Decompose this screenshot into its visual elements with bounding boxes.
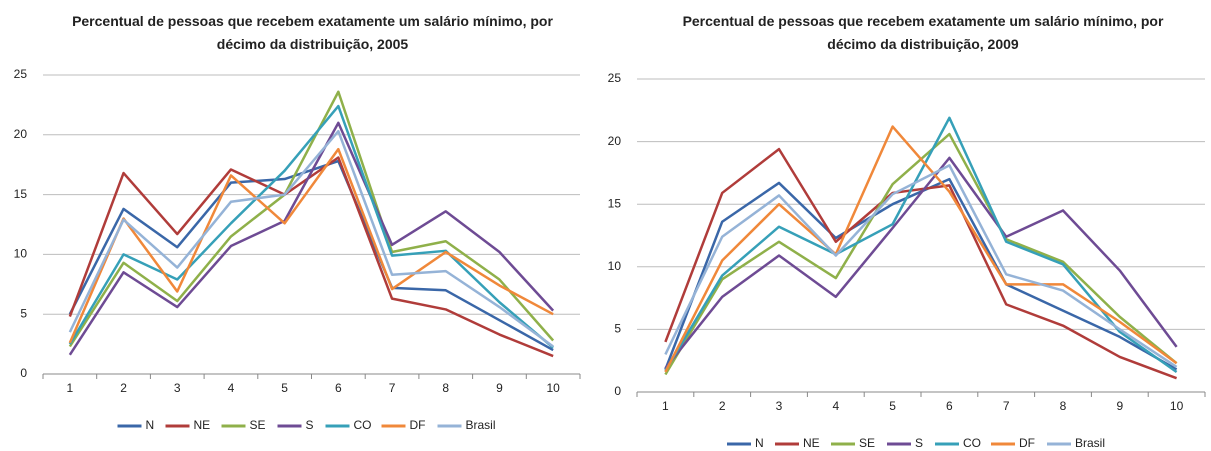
chart-panel: Percentual de pessoas que recebem exatam… — [605, 0, 1211, 451]
legend-label: Brasil — [466, 418, 496, 432]
chart-title: Percentual de pessoas que recebem exatam… — [682, 13, 1164, 52]
series-line — [664, 116, 1178, 373]
x-tick-label: 6 — [946, 399, 953, 413]
series-line — [68, 156, 554, 358]
y-tick-label: 0 — [20, 366, 27, 380]
legend-label: DF — [410, 418, 426, 432]
series-line — [664, 156, 1178, 369]
legend-label: NE — [194, 418, 211, 432]
legend-label: SE — [859, 436, 875, 450]
y-tick-label: 10 — [14, 247, 28, 261]
x-tick-label: 8 — [442, 381, 449, 395]
chart-title: Percentual de pessoas que recebem exatam… — [72, 13, 553, 52]
y-tick-label: 25 — [14, 67, 28, 81]
x-tick-label: 4 — [228, 381, 235, 395]
series-line — [68, 121, 555, 356]
legend-label: Brasil — [1075, 436, 1105, 450]
x-tick-label: 6 — [335, 381, 342, 395]
series-line — [68, 159, 554, 352]
x-tick-label: 5 — [889, 399, 896, 413]
series-line — [68, 90, 555, 348]
y-tick-label: 0 — [614, 384, 621, 398]
y-tick-label: 20 — [14, 127, 28, 141]
x-tick-label: 10 — [1170, 399, 1184, 413]
y-tick-label: 10 — [608, 259, 622, 273]
legend-label: CO — [963, 436, 981, 450]
y-tick-label: 25 — [608, 71, 622, 85]
series-line — [68, 147, 554, 344]
legend-label: N — [146, 418, 155, 432]
x-tick-label: 2 — [719, 399, 726, 413]
x-tick-label: 9 — [1116, 399, 1123, 413]
x-tick-label: 7 — [1003, 399, 1010, 413]
x-tick-label: 3 — [174, 381, 181, 395]
x-tick-label: 1 — [662, 399, 669, 413]
x-tick-label: 5 — [281, 381, 288, 395]
legend-label: N — [755, 436, 764, 450]
x-tick-label: 8 — [1060, 399, 1067, 413]
legend-label: S — [306, 418, 314, 432]
y-tick-label: 20 — [608, 134, 622, 148]
series-line — [664, 125, 1178, 373]
series-line — [68, 129, 554, 348]
legend-label: SE — [250, 418, 266, 432]
series-line — [68, 104, 554, 349]
y-tick-label: 5 — [614, 322, 621, 336]
y-tick-label: 5 — [20, 306, 27, 320]
y-tick-label: 15 — [608, 196, 622, 210]
x-tick-label: 9 — [496, 381, 503, 395]
y-tick-label: 15 — [14, 187, 28, 201]
legend-label: CO — [354, 418, 372, 432]
chart: 0 5 10 15 20 25 1 2 3 4 5 6 7 8 9 10 N NE SE S CO DF Brasil — [14, 67, 581, 432]
series-line — [664, 147, 1178, 380]
legend-label: DF — [1019, 436, 1035, 450]
legend-label: S — [915, 436, 923, 450]
chart-panel: Percentual de pessoas que recebem exatam… — [0, 0, 595, 451]
x-tick-label: 1 — [67, 381, 74, 395]
x-tick-label: 7 — [389, 381, 396, 395]
x-tick-label: 4 — [832, 399, 839, 413]
x-tick-label: 10 — [546, 381, 560, 395]
series-line — [664, 164, 1178, 369]
x-tick-label: 3 — [776, 399, 783, 413]
legend-label: NE — [803, 436, 820, 450]
chart: 0 5 10 15 20 25 1 2 3 4 5 6 7 8 9 10 N NE SE S CO DF Brasil — [608, 71, 1206, 450]
x-tick-label: 2 — [120, 381, 127, 395]
series-line — [664, 177, 1178, 371]
